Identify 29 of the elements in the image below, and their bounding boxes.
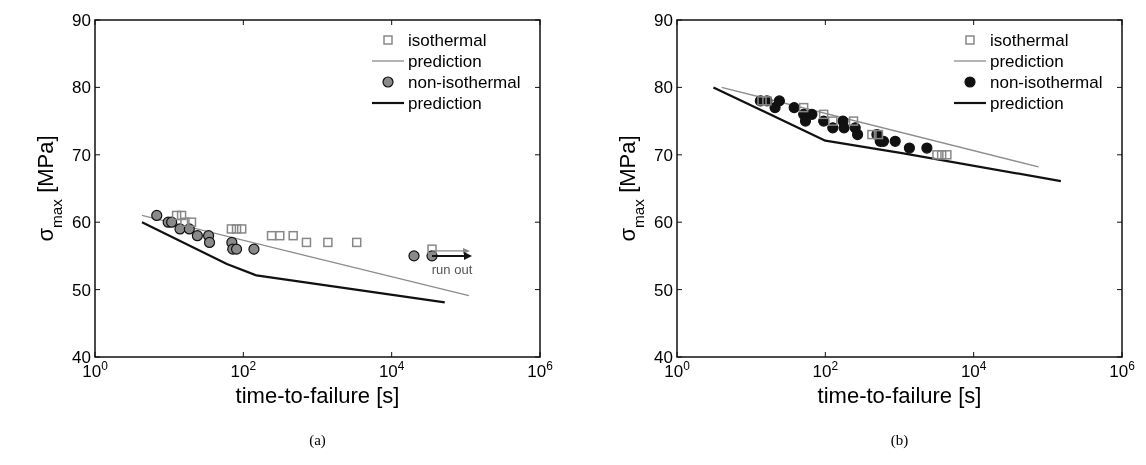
- y-tick-label: 60: [72, 213, 91, 233]
- y-tick-label: 80: [654, 78, 673, 98]
- y-tick-label: 70: [654, 145, 673, 165]
- legend-label: prediction: [990, 94, 1064, 113]
- y-tick-label: 70: [72, 145, 91, 165]
- y-tick-label: 90: [654, 11, 673, 30]
- x-tick-label: 10$^{4}$: [378, 359, 405, 381]
- legend-label: prediction: [990, 52, 1064, 71]
- x-tick-label: 10$^{2}$: [230, 359, 257, 381]
- y-tick-label: 60: [654, 213, 673, 233]
- text: (b): [890, 432, 909, 449]
- y-tick-label: 90: [72, 11, 91, 30]
- x-tick-label: 10$^{6}$: [1109, 359, 1136, 381]
- legend-label: isothermal: [990, 31, 1069, 50]
- x-axis-title: time-to-failure [s]: [817, 383, 982, 408]
- x-tick-label: 10$^{6}$: [527, 359, 554, 381]
- legend-label: non-isothermal: [990, 73, 1103, 92]
- legend-label: non-isothermal: [408, 73, 521, 92]
- y-tick-label: 50: [72, 280, 91, 300]
- text: (a): [309, 432, 326, 449]
- y-tick-label: 80: [72, 78, 91, 98]
- annotation: run out: [431, 261, 473, 277]
- y-tick-label: 50: [654, 280, 673, 300]
- x-axis-title: time-to-failure [s]: [235, 383, 400, 408]
- x-tick-label: 10$^{2}$: [812, 359, 839, 381]
- x-tick-label: 10$^{4}$: [960, 359, 987, 381]
- legend-label: prediction: [408, 94, 482, 113]
- legend-label: prediction: [408, 52, 482, 71]
- legend-label: isothermal: [408, 31, 487, 50]
